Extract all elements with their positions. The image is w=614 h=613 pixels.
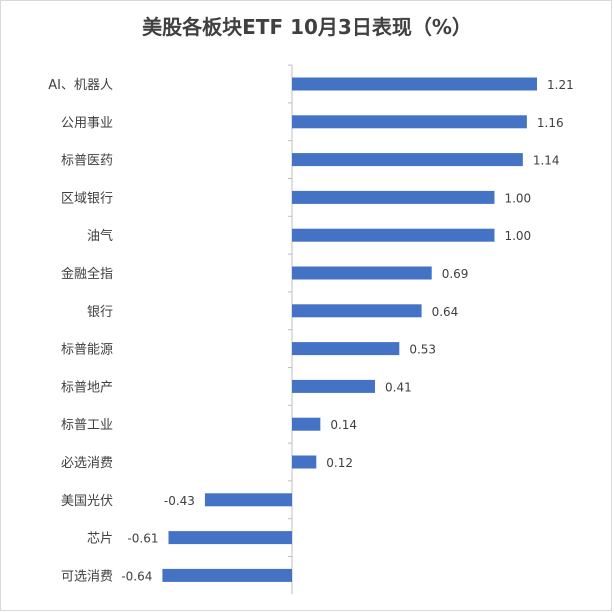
bar-9 [292, 417, 321, 431]
bar-2 [292, 153, 523, 167]
category-label: 美国光伏 [61, 494, 113, 509]
data-label: 0.41 [385, 380, 412, 394]
bar-13 [162, 568, 292, 582]
bar-0 [292, 77, 537, 91]
category-label: 标普医药 [61, 154, 113, 169]
bar-1 [292, 115, 527, 129]
data-label: 0.64 [432, 305, 459, 319]
bar-6 [292, 304, 422, 318]
data-label: 1.00 [504, 229, 531, 243]
category-label: 可选消费 [61, 569, 113, 584]
data-label: 1.21 [547, 78, 574, 92]
category-label: 必选消费 [61, 456, 113, 471]
bar-11 [204, 493, 292, 507]
data-label: 0.14 [330, 418, 357, 432]
plot-area: AI、机器人 1.21 公用事业 1.16 标普医药 1.14 区域银行 1.00 油气 1.00… [48, 64, 574, 595]
data-label: 1.00 [504, 191, 531, 205]
category-label: 标普能源 [61, 343, 113, 358]
category-label: AI、机器人 [48, 78, 113, 93]
data-label: -0.64 [121, 569, 152, 583]
category-label: 金融全指 [61, 266, 113, 282]
bar-10 [292, 455, 317, 469]
category-label: 区域银行 [61, 191, 113, 206]
data-label: 1.14 [533, 154, 560, 168]
data-label: 1.16 [537, 116, 564, 130]
data-label: -0.43 [164, 494, 195, 508]
data-label: 0.69 [442, 267, 469, 281]
category-label: 标普工业 [61, 418, 113, 433]
bar-5 [292, 266, 432, 280]
category-label: 芯片 [87, 532, 113, 547]
bar-3 [292, 190, 495, 204]
data-label: 0.53 [409, 343, 436, 357]
bar-7 [292, 342, 400, 356]
bar-8 [292, 379, 376, 393]
bar-12 [168, 531, 292, 545]
data-label: -0.61 [127, 532, 158, 546]
bar-4 [292, 228, 495, 242]
category-label: 油气 [87, 228, 113, 244]
category-label: 公用事业 [61, 116, 113, 131]
category-label: 标普地产 [61, 380, 113, 395]
category-label: 银行 [87, 305, 113, 320]
data-label: 0.12 [326, 456, 353, 470]
chart-title: 美股各板块ETF 10月3日表现（%） [142, 15, 472, 39]
